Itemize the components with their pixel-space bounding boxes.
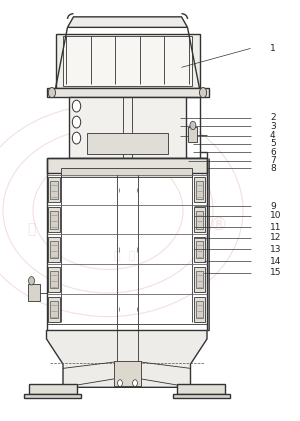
Text: 15: 15 xyxy=(270,268,281,277)
Bar xyxy=(48,237,60,262)
Bar xyxy=(48,297,60,322)
Text: 2: 2 xyxy=(270,113,276,123)
Bar xyxy=(24,394,81,398)
Text: 5: 5 xyxy=(270,139,276,149)
Bar xyxy=(28,384,76,394)
Text: 1: 1 xyxy=(270,44,276,53)
Polygon shape xyxy=(68,17,188,27)
Bar xyxy=(194,177,206,202)
Bar xyxy=(56,34,200,88)
Bar xyxy=(46,158,207,173)
Bar xyxy=(63,36,192,86)
Circle shape xyxy=(72,132,81,144)
Polygon shape xyxy=(46,330,207,387)
Bar xyxy=(69,97,186,158)
Bar xyxy=(196,181,203,199)
Text: 8: 8 xyxy=(270,164,276,173)
Bar xyxy=(194,207,206,232)
Bar xyxy=(48,207,60,232)
Bar xyxy=(194,237,206,262)
Bar xyxy=(61,168,192,177)
Bar xyxy=(87,133,168,154)
Text: 3: 3 xyxy=(270,122,276,131)
Bar xyxy=(196,211,203,229)
Text: 7: 7 xyxy=(270,156,276,165)
Bar xyxy=(194,267,206,292)
Bar xyxy=(28,284,40,301)
Bar xyxy=(194,297,206,322)
Text: 10: 10 xyxy=(270,211,281,220)
Text: 4: 4 xyxy=(270,131,276,140)
Bar xyxy=(196,241,203,258)
Bar xyxy=(177,384,225,394)
Circle shape xyxy=(190,121,196,130)
Text: 6: 6 xyxy=(270,148,276,157)
Text: 水  泵: 水 泵 xyxy=(114,251,135,261)
Bar xyxy=(196,301,203,318)
Bar xyxy=(48,177,60,202)
Circle shape xyxy=(118,380,122,386)
Text: 9: 9 xyxy=(270,202,276,211)
Bar xyxy=(188,127,197,142)
Bar xyxy=(46,88,208,97)
Bar xyxy=(196,271,203,288)
Circle shape xyxy=(28,277,34,285)
Bar xyxy=(50,211,58,229)
Text: 11: 11 xyxy=(270,223,281,232)
Bar xyxy=(50,181,58,199)
Text: 13: 13 xyxy=(270,245,281,254)
Circle shape xyxy=(72,116,81,128)
Bar xyxy=(50,301,58,318)
Bar xyxy=(114,361,141,386)
Bar xyxy=(172,394,230,398)
Circle shape xyxy=(48,88,56,98)
Text: 海: 海 xyxy=(27,223,35,237)
Text: ®: ® xyxy=(210,216,228,234)
Text: 14: 14 xyxy=(270,256,281,266)
Bar xyxy=(50,241,58,258)
Circle shape xyxy=(72,100,81,112)
Bar xyxy=(48,267,60,292)
Circle shape xyxy=(133,380,137,386)
Bar xyxy=(50,271,58,288)
Text: 12: 12 xyxy=(270,233,281,242)
Circle shape xyxy=(200,88,207,98)
